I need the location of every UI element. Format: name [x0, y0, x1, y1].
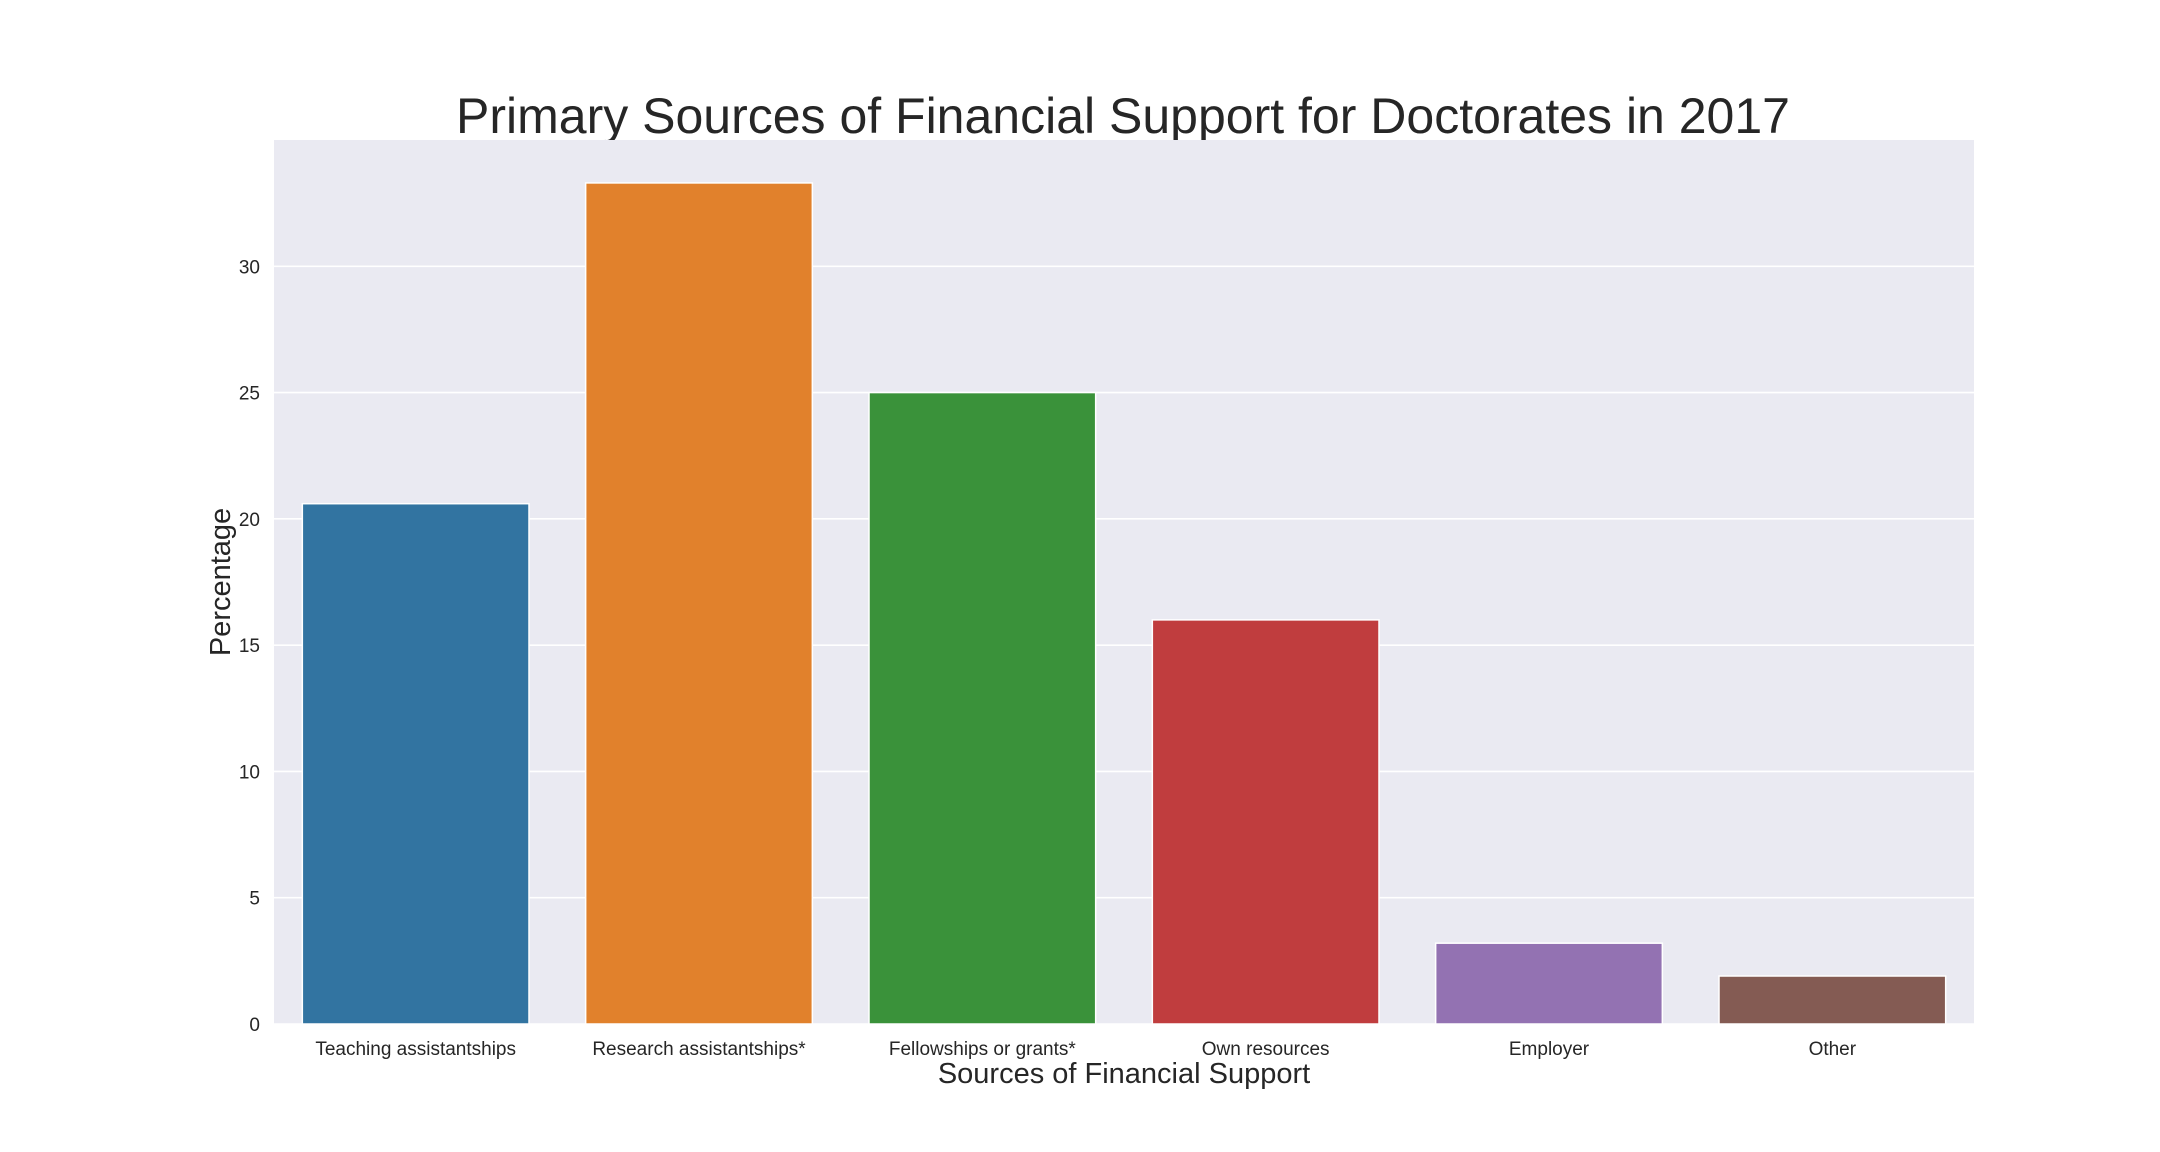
bar	[1434, 942, 1664, 1025]
y-tick-label: 30	[239, 257, 260, 278]
y-tick-label: 0	[249, 1015, 260, 1036]
y-tick-label: 25	[239, 384, 260, 405]
y-tick-label: 15	[239, 636, 260, 657]
y-tick-label: 20	[239, 510, 260, 531]
bars	[301, 182, 1947, 1025]
x-tick-label: Employer	[1509, 1039, 1590, 1060]
y-tick-label: 5	[249, 889, 260, 910]
y-axis-label: Percentage	[205, 508, 237, 656]
x-tick-label: Fellowships or grants*	[889, 1039, 1077, 1060]
chart-title: Primary Sources of Financial Support for…	[456, 88, 1790, 144]
bar	[301, 502, 530, 1025]
x-tick-label: Other	[1809, 1039, 1857, 1060]
bar	[1151, 619, 1380, 1025]
plot-area	[274, 140, 1974, 1024]
gridlines	[274, 265, 1974, 1025]
bar	[584, 182, 814, 1025]
y-axis-ticks: 0 5 10 15 20 25 30	[239, 257, 260, 1036]
bar	[868, 391, 1097, 1025]
bar	[1718, 975, 1947, 1025]
y-tick-label: 10	[239, 762, 260, 783]
x-tick-label: Teaching assistantships	[315, 1039, 516, 1060]
x-tick-label: Research assistantships*	[592, 1039, 806, 1060]
x-tick-label: Own resources	[1202, 1039, 1330, 1060]
x-axis-ticks: Teaching assistantships Research assistan…	[315, 1039, 1856, 1060]
x-axis-label: Sources of Financial Support	[938, 1058, 1310, 1090]
